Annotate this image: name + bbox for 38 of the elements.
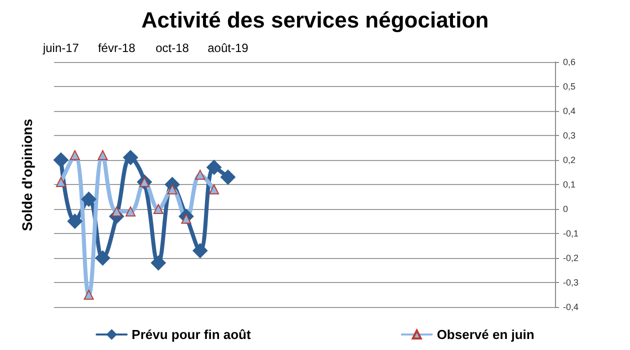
point xyxy=(95,250,110,266)
point xyxy=(153,204,164,214)
y-tick-label: 0,3 xyxy=(563,130,576,140)
legend-label: Prévu pour fin août xyxy=(132,327,252,342)
point xyxy=(53,152,68,168)
point xyxy=(167,184,178,194)
point xyxy=(209,184,220,194)
point xyxy=(126,206,136,216)
y-tick-label: 0,5 xyxy=(563,82,576,92)
point xyxy=(56,177,66,188)
point xyxy=(84,290,94,300)
y-tick-label: 0,6 xyxy=(563,57,576,67)
point xyxy=(81,192,96,207)
chart-title: Activité des services négociation xyxy=(141,8,489,32)
y-tick-label: 0,2 xyxy=(563,155,576,165)
x-tick-label: août-19 xyxy=(208,41,249,55)
y-tick-label: -0,3 xyxy=(563,278,579,288)
point xyxy=(192,243,208,258)
y-tick-label: -0,1 xyxy=(563,228,579,238)
point xyxy=(67,214,82,229)
x-tick-label: févr-18 xyxy=(98,41,136,55)
point xyxy=(123,150,138,166)
point xyxy=(150,255,166,270)
point xyxy=(112,206,122,216)
x-tick-label: oct-18 xyxy=(156,41,190,55)
legend-label: Observé en juin xyxy=(436,327,534,342)
point xyxy=(220,170,236,185)
point xyxy=(206,160,222,175)
y-tick-label: -0,4 xyxy=(563,302,579,312)
y-tick-label: -0,2 xyxy=(563,253,579,263)
y-tick-label: 0 xyxy=(563,204,568,214)
y-tick-label: 0,4 xyxy=(563,106,576,116)
x-tick-label: juin-17 xyxy=(42,41,80,55)
y-axis-title: Solde d'opinions xyxy=(19,118,35,232)
point xyxy=(195,170,206,180)
point xyxy=(98,150,108,160)
point xyxy=(70,150,80,160)
y-tick-label: 0,1 xyxy=(563,180,576,190)
